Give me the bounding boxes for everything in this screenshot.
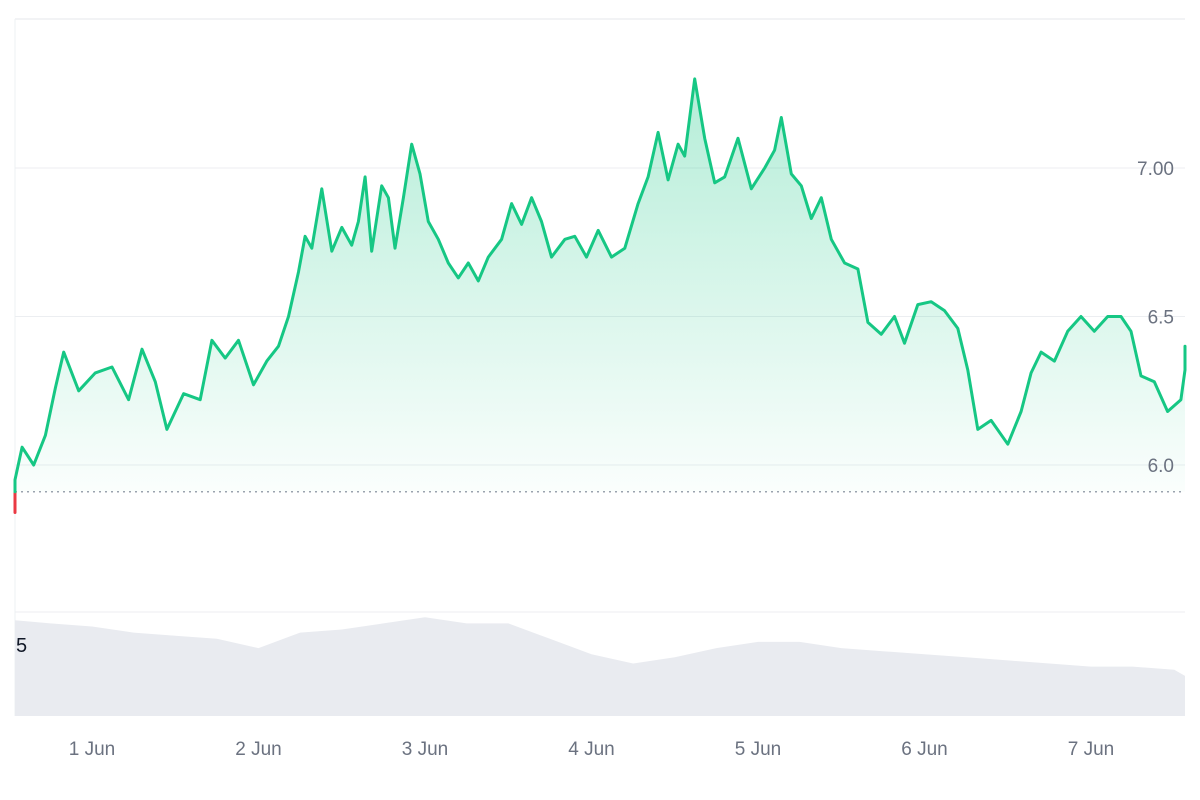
- y-tick-label: 6.0: [1148, 456, 1174, 477]
- y-tick-label: 6.5: [1148, 308, 1174, 329]
- y-axis-ticks: 6.0 6.5 7.00: [1137, 159, 1174, 477]
- price-area-fill: [15, 78, 1185, 492]
- x-tick-label: 1 Jun: [69, 739, 115, 760]
- x-tick-label: 6 Jun: [901, 739, 947, 760]
- volume-axis-label: 5: [16, 635, 27, 657]
- x-tick-label: 2 Jun: [235, 739, 281, 760]
- price-series: [13, 77, 1187, 514]
- volume-fill: [15, 617, 1185, 716]
- price-line-above-baseline: [13, 77, 1187, 494]
- x-tick-label: 5 Jun: [735, 739, 781, 760]
- x-tick-label: 3 Jun: [402, 739, 448, 760]
- x-tick-label: 7 Jun: [1068, 739, 1114, 760]
- x-tick-label: 4 Jun: [568, 739, 614, 760]
- x-axis-ticks: 1 Jun 2 Jun 3 Jun 4 Jun 5 Jun 6 Jun 7 Jun: [69, 739, 1114, 760]
- y-tick-label: 7.00: [1137, 159, 1174, 180]
- volume-area: [15, 617, 1185, 716]
